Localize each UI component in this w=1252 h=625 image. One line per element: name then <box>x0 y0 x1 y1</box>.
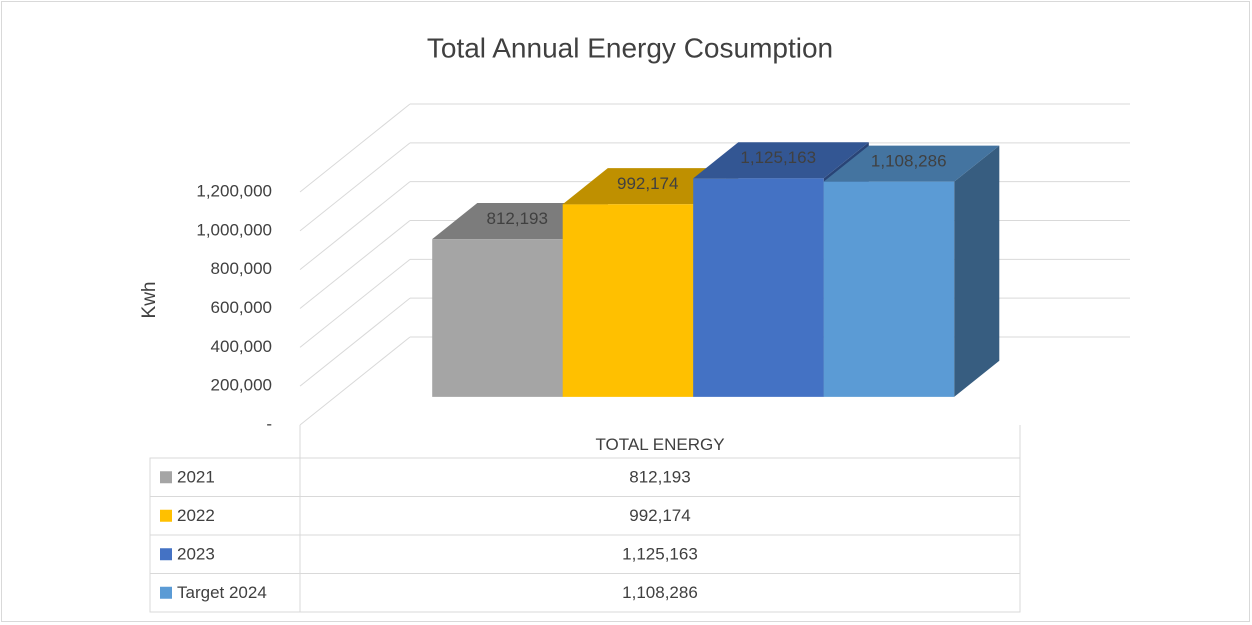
bar-top <box>823 145 1000 182</box>
grid-line <box>299 297 411 387</box>
grid-line <box>299 142 411 232</box>
grid-line <box>299 103 411 193</box>
bar <box>562 204 694 397</box>
y-tick-label: 1,000,000 <box>196 220 272 239</box>
grid-line <box>299 336 411 426</box>
bar-side <box>954 145 1000 397</box>
data-label: 992,174 <box>617 174 678 193</box>
chart-title: Total Annual Energy Cosumption <box>427 32 833 63</box>
y-tick-label: 400,000 <box>211 337 272 356</box>
data-label: 1,125,163 <box>740 148 816 167</box>
grid-line <box>299 258 411 348</box>
data-label: 1,108,286 <box>871 151 947 170</box>
legend-label: 2021 <box>177 468 215 487</box>
table-value: 992,174 <box>629 506 690 525</box>
bar <box>693 178 824 397</box>
legend-swatch <box>160 509 172 522</box>
y-tick-label: 200,000 <box>211 376 272 395</box>
y-tick-label: 1,200,000 <box>196 181 272 200</box>
y-tick-label: - <box>266 414 272 433</box>
y-tick-label: 600,000 <box>211 298 272 317</box>
legend-swatch <box>160 471 172 484</box>
table-value: 1,125,163 <box>622 545 698 564</box>
bar-top <box>693 142 869 179</box>
table-value: 812,193 <box>629 468 690 487</box>
bar <box>823 181 955 397</box>
table-header: TOTAL ENERGY <box>595 435 724 454</box>
y-axis-label: Kwh <box>139 282 160 319</box>
y-tick-label: 800,000 <box>211 259 272 278</box>
bar <box>432 239 563 397</box>
grid-line <box>299 181 411 271</box>
data-label: 812,193 <box>487 209 548 228</box>
legend-label: Target 2024 <box>177 583 267 602</box>
legend-swatch <box>160 586 172 599</box>
legend-label: 2023 <box>177 545 215 564</box>
grid-line <box>299 220 411 309</box>
table-value: 1,108,286 <box>622 583 698 602</box>
legend-swatch <box>160 548 172 561</box>
legend-label: 2022 <box>177 506 215 525</box>
